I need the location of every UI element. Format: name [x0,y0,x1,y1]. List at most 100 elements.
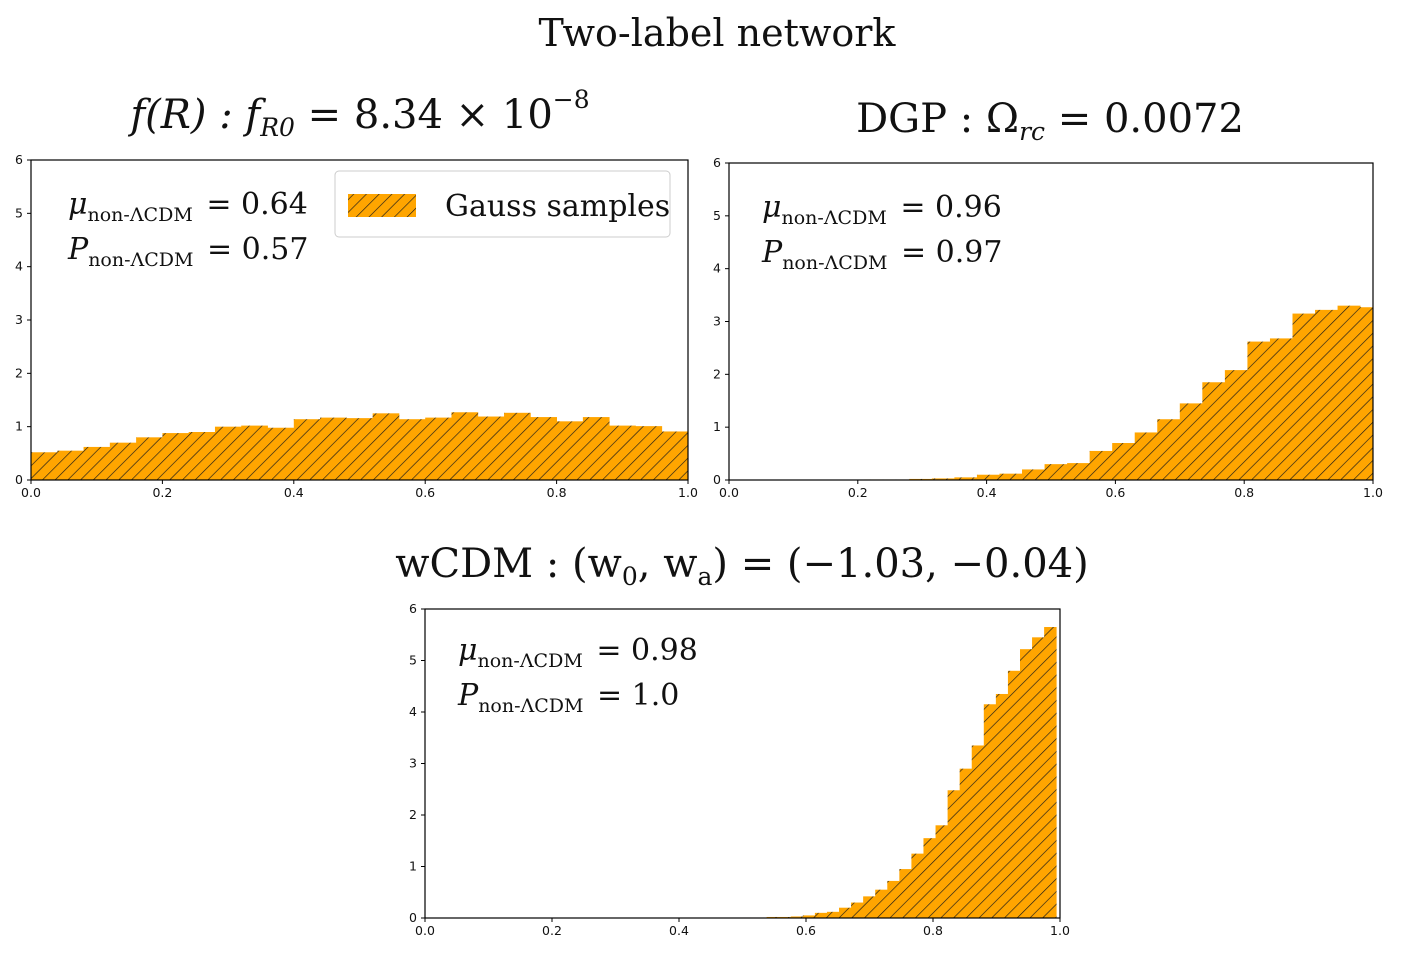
legend-box [334,170,671,238]
title-sub: 0 [622,562,638,591]
y-tick-label: 6 [409,601,417,616]
panel-title: f(R) : fR0 = 8.34 × 10−8 [127,85,589,142]
title-rest: , w [638,541,698,587]
histogram-bar [530,417,557,480]
annotation-symbol: P [761,235,783,270]
histogram-bar [609,425,636,480]
y-tick-label: 4 [409,704,417,719]
histogram-bar [1202,382,1226,480]
histogram-bar [293,419,321,480]
annotation-value: = 0.64 [197,187,308,222]
annotation-p: Pnon-ΛCDM = 0.57 [67,232,308,271]
histogram-bar [947,790,961,918]
histogram-bar [1134,432,1158,480]
title-end: ) = (−1.03, −0.04) [712,541,1088,587]
histogram-bar [1315,309,1338,480]
title-rest: = 0.0072 [1045,96,1244,142]
histogram-bar [887,880,900,918]
annotation-subscript: non-ΛCDM [782,252,887,274]
title-sup: −8 [553,85,590,114]
histogram-bars [864,305,1374,480]
annotation-subscript: non-ΛCDM [478,695,583,717]
histogram-bar [923,838,936,918]
y-tick-label: 2 [409,807,417,822]
histogram-bar [1020,649,1033,918]
y-tick-label: 4 [15,259,23,274]
histogram-bar [267,427,295,480]
histogram-bar [398,419,426,480]
panel-fr: f(R) : fR0 = 8.34 × 10−8 0.0 0.2 0.4 0.6 0.8… [15,85,698,500]
histogram-bar [1337,305,1361,480]
y-tick-label: 0 [409,910,417,925]
x-tick-label: 0.6 [796,923,816,938]
x-tick-label: 1.0 [1050,923,1070,938]
histogram-bar [1022,469,1045,480]
histogram-bar [83,446,111,480]
title-sub: rc [1019,117,1045,146]
histogram-bar [162,433,190,480]
histogram-bar [346,418,374,480]
x-tick-label: 1.0 [1363,485,1383,500]
x-tick-label: 0.2 [542,923,562,938]
histogram-bar [875,889,888,918]
histogram-bar [999,473,1023,480]
histogram-bar [863,896,876,918]
y-tick-label: 1 [15,419,23,434]
x-tick-label: 0.8 [547,485,567,500]
x-tick-label: 0.4 [977,485,997,500]
y-tick-label: 6 [713,155,721,170]
histogram-bar [935,825,949,918]
annotation-mu: μnon-ΛCDM = 0.98 [458,633,698,672]
histogram-bar [1067,463,1091,480]
y-tick-label: 3 [15,312,23,327]
histogram-bar [214,426,242,480]
histogram-bar [1112,443,1136,480]
histogram-bar [1292,313,1316,480]
histogram-bar [635,426,663,480]
annotation-subscript: non-ΛCDM [88,249,193,271]
y-tick-label: 1 [409,859,417,874]
title-main: f(R) : f [127,92,266,138]
histogram-bar [976,474,1000,480]
annotation-symbol: P [67,232,89,267]
annotation-subscript: non-ΛCDM [478,650,583,672]
y-tick-label: 6 [15,152,23,167]
histogram-bar [814,912,828,918]
histogram-bar [899,869,912,918]
annotation-symbol: μ [68,187,88,222]
histogram-bar [1360,307,1374,480]
annotation-value: = 0.96 [891,190,1002,225]
histogram-bar [1157,419,1181,480]
histogram-bar [851,902,864,918]
panel-title: wCDM : (w0, wa) = (−1.03, −0.04) [395,541,1088,591]
histogram-bar [826,911,840,918]
legend: Gauss samples [334,170,671,238]
annotation-value: = 0.57 [197,232,308,267]
y-tick-label: 3 [409,756,417,771]
panel-wcdm: wCDM : (w0, wa) = (−1.03, −0.04) 0.0 0.2 0… [395,541,1088,938]
histogram-bar [1032,637,1045,918]
annotation-value: = 0.98 [587,633,698,668]
annotation-symbol: μ [458,633,478,668]
histogram-bar [556,421,584,480]
histogram-bar [802,915,816,918]
histogram-bar [425,417,452,480]
x-tick-label: 0.0 [415,923,435,938]
title-sub2: a [697,562,712,591]
annotation-p: Pnon-ΛCDM = 1.0 [457,678,679,717]
y-tick-label: 1 [713,419,721,434]
histogram-bar [109,442,137,480]
histogram-bar [57,450,84,480]
histogram-bar [1044,627,1057,918]
histogram-bar [983,704,997,918]
histogram-bar [1247,341,1271,480]
histogram-bars [742,627,1057,919]
x-tick-label: 0.8 [923,923,943,938]
histogram-bar [582,417,610,480]
histogram-bar [1224,370,1248,480]
x-tick-label: 0.6 [1105,485,1125,500]
title-sub: R0 [259,113,295,142]
histogram-bar [1007,670,1021,918]
histogram-bar [954,477,978,480]
title-main: DGP : Ω [856,96,1019,142]
